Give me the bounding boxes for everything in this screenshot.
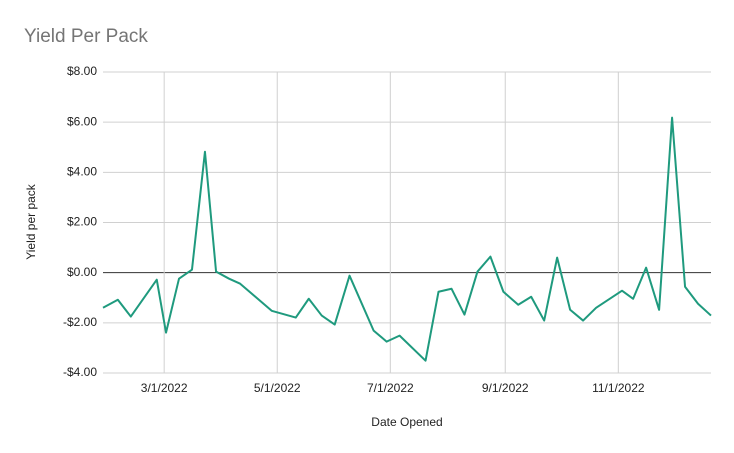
chart-title: Yield Per Pack (24, 26, 148, 47)
y-tick-label: $2.00 (67, 215, 97, 229)
y-tick-label: $6.00 (67, 114, 97, 128)
x-axis-title: Date Opened (371, 415, 442, 429)
x-tick-label: 11/1/2022 (592, 381, 645, 395)
x-tick-label: 5/1/2022 (254, 381, 301, 395)
x-tick-label: 9/1/2022 (482, 381, 529, 395)
y-axis-title: Yield per pack (24, 183, 38, 260)
x-tick-label: 7/1/2022 (367, 381, 414, 395)
y-tick-label: -$2.00 (63, 315, 97, 329)
y-tick-label: $4.00 (67, 165, 97, 179)
data-line (102, 116, 712, 362)
y-tick-label: $8.00 (67, 64, 97, 78)
x-tick-label: 3/1/2022 (141, 381, 188, 395)
y-tick-label: $0.00 (67, 265, 97, 279)
y-tick-label: -$4.00 (63, 365, 97, 379)
